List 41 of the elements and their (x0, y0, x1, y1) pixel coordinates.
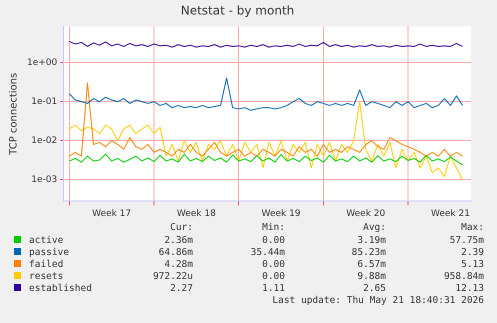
text: 0.00 (262, 235, 285, 246)
x-tick-label: Week 21 (430, 208, 470, 219)
y-tick-label: 1e-02 (31, 136, 58, 146)
text: 6.57m (357, 259, 386, 270)
text: 35.44m (250, 247, 285, 258)
text: 4.28m (164, 259, 193, 270)
text: Last update: Thu May 21 18:40:31 2026 (272, 295, 484, 306)
text: Cur: (170, 222, 193, 233)
text: 958.84m (444, 271, 484, 282)
text: 2.27 (170, 283, 193, 294)
x-tick-label: Week 17 (92, 208, 132, 219)
text: 85.23m (352, 247, 386, 258)
legend-label: established (28, 283, 92, 294)
text: 5.13 (461, 259, 484, 270)
text: 0.00 (262, 271, 285, 282)
legend-label: failed (28, 259, 64, 270)
legend-label: resets (28, 271, 64, 282)
text: 64.86m (158, 247, 193, 258)
text: 9.88m (357, 271, 386, 282)
text: 972.22u (152, 271, 193, 282)
text: Avg: (363, 222, 386, 233)
text: 2.65 (363, 283, 386, 294)
text: 2.36m (164, 235, 193, 246)
text: Max: (461, 222, 484, 233)
chart-title: Netstat - by month (180, 3, 294, 18)
y-tick-label: 1e-01 (31, 96, 58, 107)
text: 3.19m (357, 235, 386, 246)
text: 57.75m (450, 235, 484, 246)
x-tick-label: Week 19 (262, 208, 301, 219)
text: Min: (262, 222, 285, 233)
text: 2.39 (461, 247, 484, 258)
text: 12.13 (455, 283, 484, 294)
legend-label: active (28, 235, 64, 246)
text: 1.11 (262, 283, 285, 294)
y-tick-label: 1e-03 (31, 174, 58, 185)
legend-label: passive (28, 247, 70, 258)
text: 0.00 (262, 259, 285, 270)
x-tick-label: Week 18 (176, 208, 216, 219)
x-tick-label: Week 20 (346, 208, 386, 219)
y-axis-title: TCP connections (8, 72, 20, 156)
y-tick-label: 1e+00 (26, 58, 58, 68)
